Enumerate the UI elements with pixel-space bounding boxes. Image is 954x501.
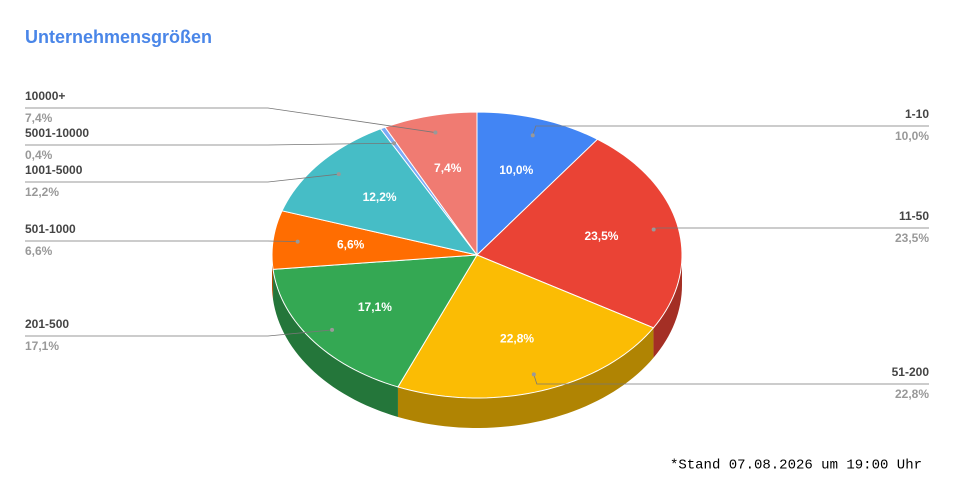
slice-side <box>397 327 654 428</box>
leader-dot <box>392 141 397 146</box>
slice <box>476 111 599 257</box>
slice-side <box>273 269 398 417</box>
slice-label: 22,8% <box>500 331 534 345</box>
chart-title: Unternehmensgrößen <box>25 27 212 47</box>
slice <box>397 254 655 399</box>
category-label: 1001-5000 <box>25 163 83 177</box>
value-label: 22,8% <box>895 387 929 401</box>
category-label: 11-50 <box>899 209 929 223</box>
leader-line <box>25 173 339 183</box>
value-label: 17,1% <box>25 339 59 353</box>
leader-dot <box>336 172 341 177</box>
category-label: 501-1000 <box>25 222 76 236</box>
leader-dot <box>433 130 438 135</box>
slice-side <box>653 255 682 358</box>
leader-line <box>532 125 929 136</box>
category-label: 5001-10000 <box>25 126 89 140</box>
slice <box>272 254 478 388</box>
leader-dot <box>651 227 656 232</box>
slice <box>476 138 683 329</box>
slice-label: 6,6% <box>337 238 365 252</box>
leader-dot <box>530 133 535 138</box>
value-label: 12,2% <box>25 185 59 199</box>
value-label: 6,6% <box>25 244 53 258</box>
category-label: 1-10 <box>905 107 929 121</box>
category-label: 51-200 <box>892 365 930 379</box>
footnote: *Stand 07.08.2026 um 19:00 Uhr <box>670 458 922 474</box>
category-label: 10000+ <box>25 89 65 103</box>
leader-line <box>25 107 436 133</box>
slice-label: 17,1% <box>358 300 392 314</box>
leader-dot <box>295 239 300 244</box>
slice-label: 7,4% <box>434 161 462 175</box>
leader-line <box>25 329 333 337</box>
value-label: 23,5% <box>895 231 929 245</box>
leader-line <box>533 374 929 385</box>
leader-line <box>25 142 395 146</box>
slice <box>281 128 479 256</box>
leader-line <box>25 240 298 242</box>
value-label: 0,4% <box>25 148 53 162</box>
slice <box>271 210 478 270</box>
category-label: 201-500 <box>25 317 69 331</box>
slice <box>384 111 478 257</box>
slice-label: 12,2% <box>363 190 397 204</box>
leader-dot <box>531 372 536 377</box>
value-label: 7,4% <box>25 111 53 125</box>
slice-label: 23,5% <box>584 229 618 243</box>
slice-label: 10,0% <box>499 163 533 177</box>
value-label: 10,0% <box>895 129 929 143</box>
leader-dot <box>330 327 335 332</box>
